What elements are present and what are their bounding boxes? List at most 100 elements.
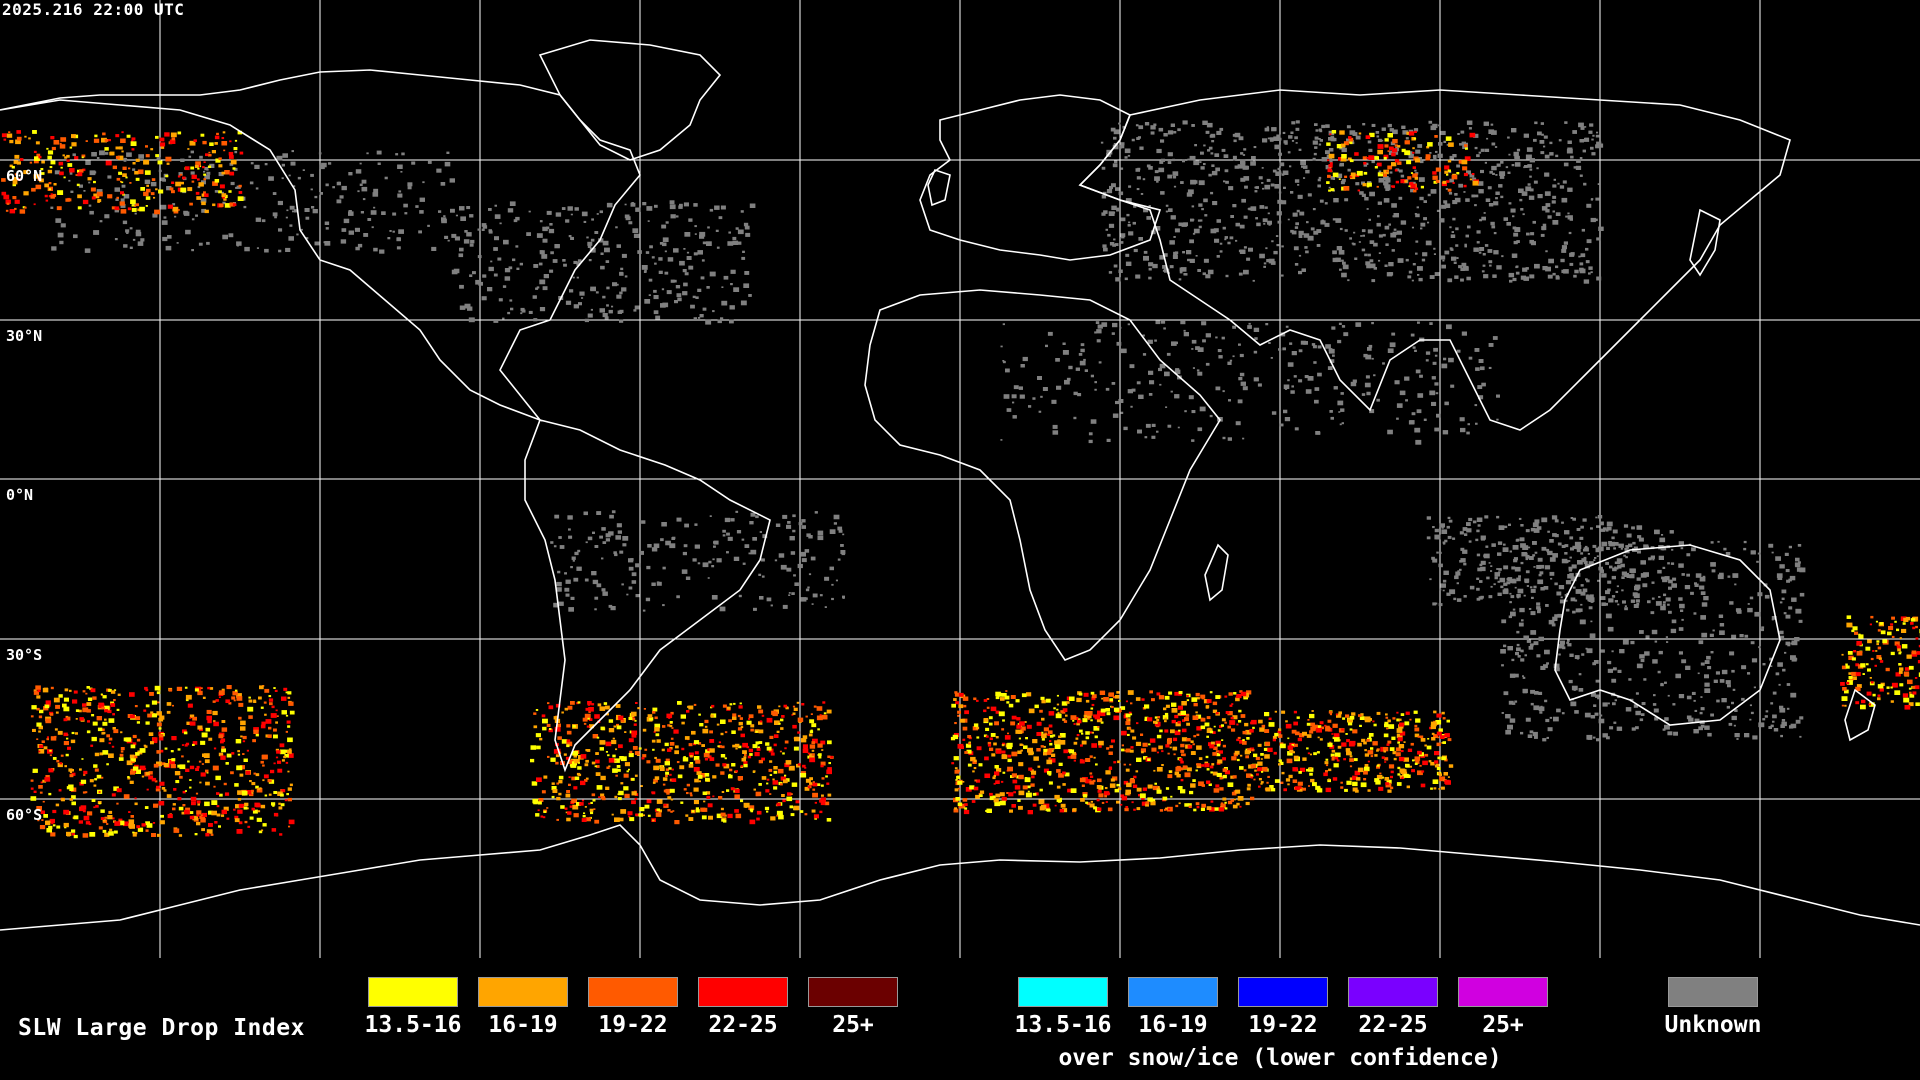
cloud-pixel (1525, 558, 1528, 561)
cloud-pixel (697, 742, 702, 745)
cloud-pixel (1220, 724, 1224, 727)
cloud-pixel (1021, 744, 1024, 746)
cloud-pixel (1450, 234, 1456, 238)
cloud-pixel (249, 780, 252, 783)
cloud-pixel (976, 699, 979, 702)
cloud-pixel (71, 731, 75, 735)
cloud-pixel (1238, 343, 1241, 346)
cloud-pixel (1196, 369, 1200, 372)
cloud-pixel (197, 725, 203, 730)
cloud-pixel (1480, 169, 1484, 174)
cloud-pixel (743, 763, 748, 768)
cloud-pixel (817, 530, 824, 536)
cloud-pixel (294, 209, 299, 213)
cloud-pixel (1417, 266, 1423, 271)
cloud-pixel (1061, 701, 1068, 706)
cloud-pixel (1078, 718, 1081, 721)
cloud-pixel (574, 758, 580, 764)
cloud-pixel (1547, 215, 1552, 219)
cloud-pixel (539, 279, 546, 285)
cloud-pixel (958, 692, 964, 697)
cloud-pixel (594, 714, 600, 719)
cloud-pixel (596, 213, 599, 215)
cloud-pixel (1009, 809, 1013, 813)
cloud-pixel (44, 704, 50, 709)
cloud-pixel (1338, 250, 1345, 255)
cloud-pixel (576, 566, 582, 571)
cloud-pixel (494, 204, 497, 207)
cloud-pixel (1111, 706, 1114, 709)
cloud-pixel (1772, 691, 1777, 695)
cloud-pixel (695, 759, 701, 764)
cloud-pixel (259, 685, 264, 690)
cloud-pixel (1247, 325, 1252, 329)
cloud-pixel (1507, 646, 1513, 651)
cloud-pixel (1156, 751, 1159, 754)
cloud-pixel (213, 720, 216, 723)
cloud-pixel (1443, 570, 1449, 575)
cloud-pixel (35, 685, 41, 690)
cloud-pixel (226, 685, 232, 690)
cloud-pixel (1228, 399, 1231, 402)
cloud-pixel (1048, 781, 1053, 785)
cloud-pixel (816, 706, 823, 711)
cloud-pixel (1146, 164, 1151, 168)
cloud-pixel (181, 744, 184, 746)
cloud-pixel (1585, 247, 1589, 251)
cloud-pixel (1567, 215, 1573, 220)
cloud-pixel (220, 755, 226, 760)
cloud-pixel (585, 707, 590, 711)
cloud-pixel (1761, 626, 1765, 629)
cloud-pixel (621, 583, 624, 586)
cloud-pixel (1584, 712, 1591, 718)
cloud-pixel (1523, 635, 1529, 640)
cloud-pixel (92, 696, 97, 700)
cloud-pixel (1572, 130, 1577, 134)
cloud-pixel (1452, 200, 1458, 205)
cloud-pixel (158, 727, 162, 730)
cloud-pixel (199, 781, 202, 784)
cloud-pixel (1028, 750, 1034, 756)
cloud-pixel (635, 594, 640, 598)
cloud-pixel (1147, 784, 1153, 789)
cloud-pixel (698, 317, 701, 319)
cloud-pixel (1625, 545, 1629, 548)
cloud-pixel (1006, 792, 1009, 794)
cloud-pixel (1528, 195, 1535, 200)
cloud-pixel (1317, 372, 1322, 377)
cloud-pixel (1668, 579, 1673, 584)
cloud-pixel (1524, 165, 1528, 168)
cloud-pixel (1068, 365, 1073, 370)
cloud-pixel (585, 777, 589, 780)
cloud-pixel (718, 796, 723, 800)
cloud-pixel (181, 811, 186, 815)
cloud-pixel (1654, 640, 1658, 643)
cloud-pixel (1509, 601, 1512, 604)
cloud-pixel (1224, 169, 1229, 173)
cloud-pixel (1588, 606, 1593, 610)
cloud-pixel (1508, 202, 1512, 205)
cloud-pixel (186, 721, 191, 725)
cloud-pixel (1790, 692, 1797, 698)
cloud-pixel (1101, 322, 1108, 327)
cloud-pixel (1202, 339, 1206, 343)
cloud-pixel (658, 809, 662, 813)
cloud-pixel (1115, 277, 1121, 282)
cloud-pixel (1536, 565, 1542, 569)
cloud-pixel (1222, 390, 1225, 393)
cloud-pixel (1013, 791, 1016, 794)
cloud-pixel (581, 297, 584, 299)
cloud-pixel (1276, 134, 1281, 138)
cloud-pixel (1653, 708, 1659, 713)
cloud-pixel (1210, 133, 1216, 138)
cloud-pixel (1197, 219, 1201, 222)
cloud-pixel (73, 234, 78, 239)
cloud-pixel (1158, 127, 1164, 132)
cloud-pixel (1003, 394, 1010, 399)
cloud-pixel (651, 739, 656, 743)
cloud-pixel (106, 823, 109, 825)
cloud-pixel (1744, 634, 1749, 638)
cloud-pixel (1612, 702, 1616, 706)
cloud-pixel (1089, 772, 1093, 775)
cloud-pixel (1000, 345, 1003, 348)
